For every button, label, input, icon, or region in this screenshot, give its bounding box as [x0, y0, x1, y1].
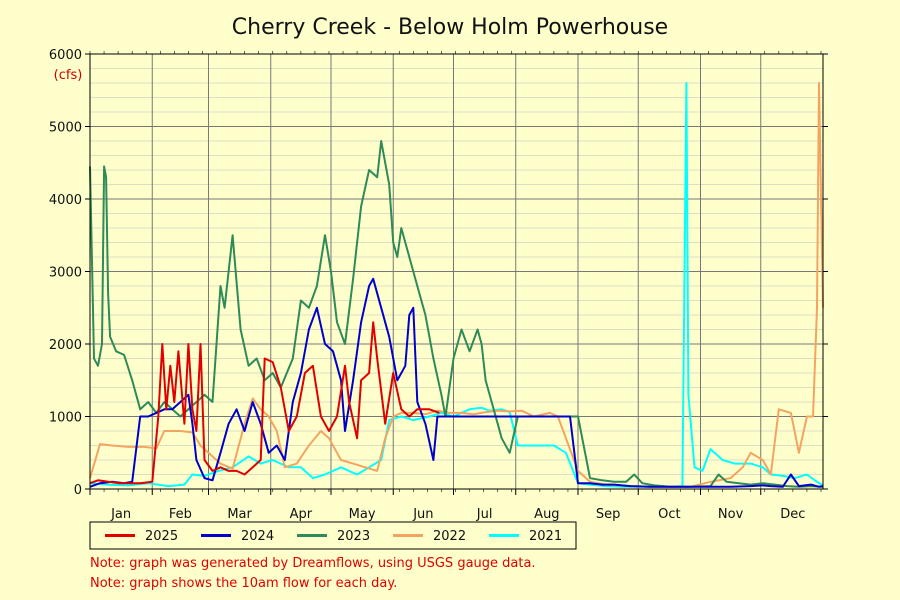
- x-tick-label: Jan: [110, 507, 131, 522]
- legend-label-2023: 2023: [337, 529, 370, 544]
- y-tick-label: 1000: [49, 411, 82, 426]
- y-tick-label: 3000: [49, 266, 82, 281]
- y-tick-label: 4000: [49, 193, 82, 208]
- x-tick-label: Mar: [227, 507, 252, 522]
- y-tick-label: 2000: [49, 338, 82, 353]
- legend-label-2025: 2025: [145, 529, 178, 544]
- y-tick-labels: 0 1000 2000 3000 4000 5000 6000: [49, 48, 828, 498]
- x-tick-label: Dec: [780, 507, 805, 522]
- x-tick-label: Feb: [169, 507, 192, 522]
- series-line-2024: [89, 277, 824, 488]
- series-line-2023: [89, 140, 824, 488]
- x-tick-label: Jul: [476, 507, 493, 522]
- y-tick-label: 0: [74, 483, 82, 498]
- series-line-2025: [89, 321, 440, 485]
- x-tick-label: May: [349, 507, 376, 522]
- grid-lines: [90, 53, 823, 490]
- legend-label-2024: 2024: [241, 529, 274, 544]
- chart-title: Cherry Creek - Below Holm Powerhouse: [232, 15, 668, 40]
- x-tick-label: Aug: [534, 507, 559, 522]
- note-1: Note: graph was generated by Dreamflows,…: [90, 556, 536, 571]
- y-tick-label: 5000: [49, 121, 82, 136]
- x-tick-label: Sep: [596, 507, 621, 522]
- x-tick-label: Oct: [658, 507, 680, 522]
- x-tick-label: Apr: [290, 507, 313, 522]
- legend-box: [89, 521, 577, 550]
- notes: Note: graph was generated by Dreamflows,…: [90, 556, 536, 591]
- legend: 2025 2024 2023 2022 2021: [89, 521, 577, 550]
- y-tick-label: 6000: [49, 48, 82, 63]
- x-tick-label: Jun: [412, 507, 433, 522]
- y-unit-label: (cfs): [54, 68, 83, 83]
- series-line-2021: [89, 82, 824, 488]
- series-line-2022: [89, 82, 824, 488]
- legend-label-2021: 2021: [529, 529, 562, 544]
- x-tick-label: Nov: [718, 507, 744, 522]
- legend-label-2022: 2022: [433, 529, 466, 544]
- x-tick-labels: Jan Feb Mar Apr May Jun Jul Aug Sep Oct Nov Dec: [89, 51, 822, 522]
- series-lines: [89, 82, 824, 488]
- plot-frame: [89, 53, 824, 490]
- note-2: Note: graph shows the 10am flow for each…: [90, 576, 397, 591]
